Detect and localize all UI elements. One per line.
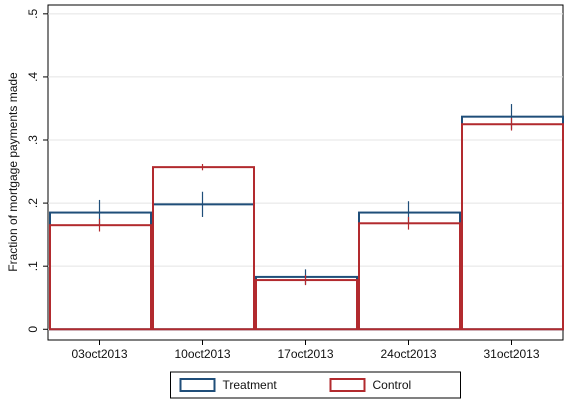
y-tick-label: .3 xyxy=(26,135,40,145)
plot-area xyxy=(47,4,564,341)
bar xyxy=(255,279,358,331)
bar xyxy=(152,166,255,331)
y-tick-label: .1 xyxy=(26,261,40,271)
x-tick-label: 03oct2013 xyxy=(71,347,127,361)
legend-label: Control xyxy=(373,378,412,392)
legend-box xyxy=(170,371,461,399)
legend-label: Treatment xyxy=(223,378,278,392)
y-tick-label: .2 xyxy=(26,198,40,208)
x-tick-label: 17oct2013 xyxy=(277,347,333,361)
y-tick-label: .5 xyxy=(26,9,40,19)
bar xyxy=(358,222,461,331)
y-axis-title: Fraction of mortgage payments made xyxy=(6,72,20,272)
legend-swatch xyxy=(179,378,216,392)
x-tick-label: 10oct2013 xyxy=(174,347,230,361)
x-tick-label: 24oct2013 xyxy=(380,347,436,361)
legend-swatch xyxy=(329,378,366,392)
bar xyxy=(49,224,152,331)
y-tick-label: .4 xyxy=(26,72,40,82)
y-tick-label: 0 xyxy=(26,326,40,333)
bar xyxy=(461,123,564,331)
x-tick-label: 31oct2013 xyxy=(483,347,539,361)
